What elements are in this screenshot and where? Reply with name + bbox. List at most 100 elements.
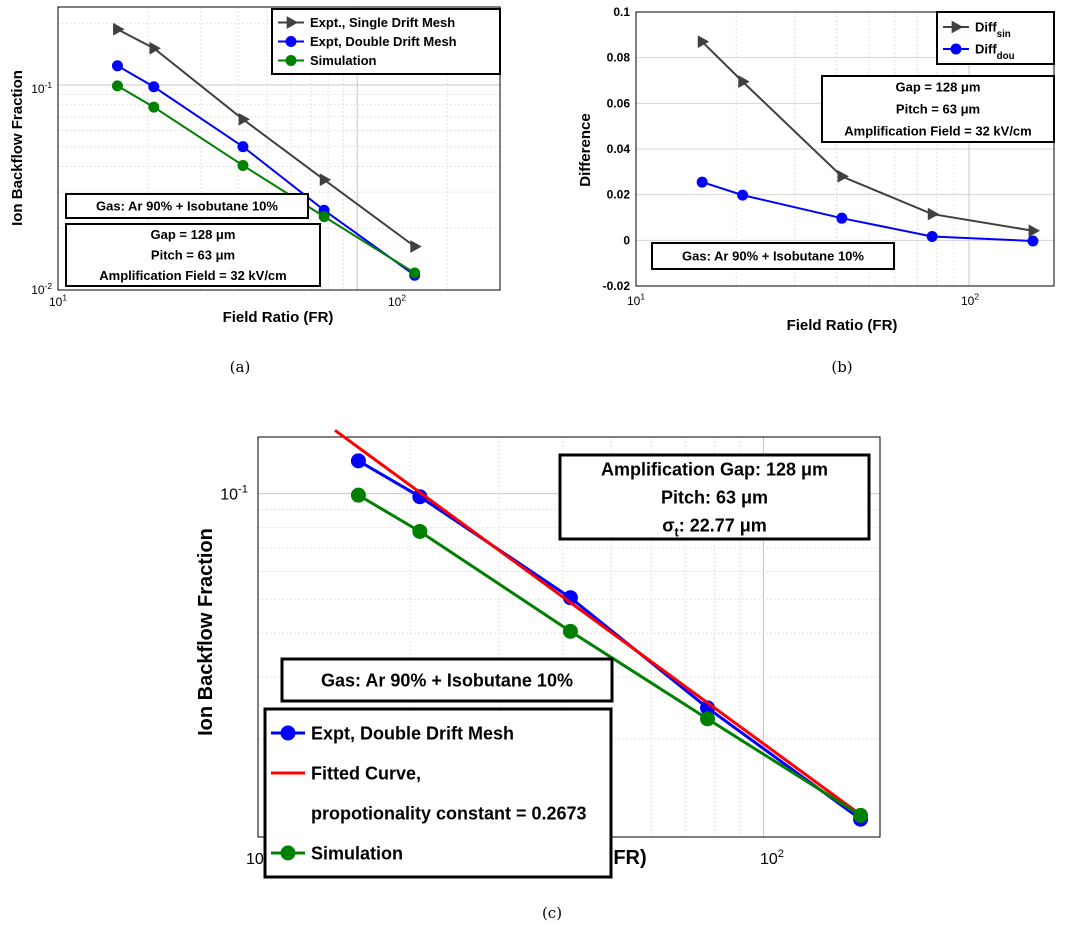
data-point xyxy=(237,159,249,171)
y-tick-label: 10-1 xyxy=(31,80,52,96)
x-tick-label: 102 xyxy=(760,848,784,868)
annotation-frame xyxy=(558,453,871,541)
legend-box xyxy=(263,707,613,879)
annotation-line: Gas: Ar 90% + Isobutane 10% xyxy=(321,670,573,690)
data-point xyxy=(738,75,750,88)
annotation-box: Gap = 128 μm Pitch = 63 μm Amplification F… xyxy=(821,75,1055,143)
data-point xyxy=(412,523,428,539)
data-point xyxy=(853,807,869,823)
y-tick-label: 0 xyxy=(623,233,630,247)
caption-c: (c) xyxy=(542,904,562,922)
data-point xyxy=(113,22,125,36)
annotation-box: Gas: Ar 90% + Isobutane 10% xyxy=(280,657,614,703)
legend-label: propotionality constant = 0.2673 xyxy=(311,803,587,823)
annotation-line: Gap = 128 μm xyxy=(896,80,981,95)
annotation-box: Gap = 128 μm Pitch = 63 μm Amplification F… xyxy=(65,223,321,287)
x-axis-title: Field Ratio (FR) xyxy=(787,317,898,334)
data-point xyxy=(951,20,964,34)
annotation-line: Pitch: 63 μm xyxy=(661,487,768,507)
y-tick-label: 0.04 xyxy=(607,142,631,156)
data-point xyxy=(319,173,332,187)
y-tick-label: 0.1 xyxy=(613,5,630,19)
x-axis-title: Field Ratio (FR) xyxy=(223,309,334,326)
x-tick-label: 101 xyxy=(49,293,67,309)
data-point xyxy=(950,43,962,55)
data-point xyxy=(237,141,249,153)
annotation-line: σt: 22.77 μm xyxy=(662,515,767,539)
caption-a: (a) xyxy=(230,358,251,376)
legend-box xyxy=(271,8,501,75)
annotation-frame xyxy=(65,223,321,287)
y-tick-label: 0.08 xyxy=(607,51,631,65)
y-tick-label: 0.02 xyxy=(607,188,631,202)
data-point xyxy=(837,170,849,183)
annotation-box: Gas: Ar 90% + Isobutane 10% xyxy=(651,242,895,270)
series-c-2 xyxy=(350,487,869,823)
annotation-line: Gas: Ar 90% + Isobutane 10% xyxy=(682,249,864,264)
annotation-line: Pitch = 63 μm xyxy=(896,102,980,117)
legend-label: Expt, Double Drift Mesh xyxy=(311,723,514,743)
annotation-line: Amplification Field = 32 kV/cm xyxy=(99,268,286,283)
data-point xyxy=(318,211,330,223)
y-axis-title: Ion Backflow Fraction xyxy=(9,70,26,226)
series-a-1 xyxy=(111,60,421,281)
data-point xyxy=(1027,235,1039,247)
data-point xyxy=(836,212,848,224)
data-point xyxy=(285,36,297,47)
plot-frame xyxy=(635,11,1055,287)
data-point xyxy=(697,35,710,49)
data-point xyxy=(111,60,123,72)
legend-label: Simulation xyxy=(311,843,403,863)
data-point xyxy=(350,487,366,503)
series-line xyxy=(701,181,1033,243)
caption-b: (b) xyxy=(831,358,852,376)
data-point xyxy=(285,55,297,66)
annotation-line: Amplification Field = 32 kV/cm xyxy=(844,124,1031,139)
annotation-frame xyxy=(65,193,309,219)
data-point xyxy=(1028,224,1041,238)
data-point xyxy=(700,711,716,727)
chart-a: 101 102 10-2 10-1 Field Ratio (FR) Ion Backfl… xyxy=(9,6,501,376)
y-tick-label: 10-2 xyxy=(31,281,52,297)
y-axis-title: Difference xyxy=(577,113,594,186)
data-point xyxy=(410,240,422,253)
annotation-line: Gas: Ar 90% + Isobutane 10% xyxy=(96,199,278,214)
annotation-line: Pitch = 63 μm xyxy=(151,248,235,263)
data-point xyxy=(927,207,940,221)
plot-frame xyxy=(57,6,501,291)
data-point xyxy=(350,453,366,469)
data-point xyxy=(111,80,123,92)
data-point xyxy=(737,189,749,201)
y-tick-label: 0.06 xyxy=(607,96,631,110)
annotation-line: Amplification Gap: 128 μm xyxy=(601,459,828,479)
legend-c: Expt, Double Drift Mesh Fitted Curve, prop… xyxy=(263,707,613,879)
data-point xyxy=(149,41,161,55)
data-point xyxy=(148,81,160,93)
annotation-line: Gap = 128 μm xyxy=(151,227,236,242)
legend-label: Expt, Double Drift Mesh xyxy=(310,34,457,49)
chart-b: 101 102 -0.02 0 0.02 0.04 0.06 0.08 0.1 Field Rat… xyxy=(577,5,1055,376)
annotation-frame xyxy=(651,242,895,270)
data-point xyxy=(562,623,578,639)
annotation-box: Gas: Ar 90% + Isobutane 10% xyxy=(65,193,309,219)
x-tick-label: 102 xyxy=(388,293,406,309)
legend-label: Fitted Curve, xyxy=(311,763,421,783)
y-tick-label: 10-1 xyxy=(220,483,248,503)
series-b-0 xyxy=(697,35,1041,238)
data-point xyxy=(238,112,251,126)
data-point xyxy=(926,230,938,242)
annotation-frame xyxy=(821,75,1055,143)
data-point xyxy=(280,845,296,861)
data-point xyxy=(409,267,421,279)
data-point xyxy=(148,101,160,113)
legend-label: Simulation xyxy=(310,53,377,68)
series-a-2 xyxy=(111,80,421,279)
legend-a: Expt., Single Drift Mesh Expt, Double Dri… xyxy=(271,8,501,75)
x-tick-label: 102 xyxy=(961,292,979,308)
series-line xyxy=(334,429,862,816)
y-axis-title: Ion Backflow Fraction xyxy=(195,528,217,736)
data-point xyxy=(280,725,296,741)
